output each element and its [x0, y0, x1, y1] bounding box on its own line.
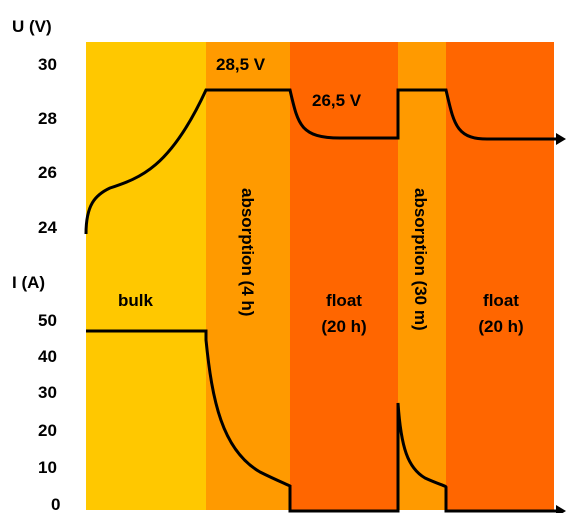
- voltage-arrow-icon: [556, 133, 566, 145]
- voltage-ticks: 30 28 26 24: [38, 55, 57, 237]
- current-axis-title: I (A): [12, 273, 45, 292]
- phase-label-float-1: float: [326, 291, 362, 310]
- phase-label-bulk: bulk: [118, 291, 153, 310]
- current-tick: 30: [38, 383, 57, 402]
- phase-label-absorption-2: absorption (30 m): [411, 188, 430, 331]
- voltage-curve: [84, 88, 556, 235]
- voltage-tick: 26: [38, 163, 57, 182]
- phase-bands: [86, 42, 554, 510]
- band-float-1: [290, 42, 398, 510]
- absorption-voltage-label: 28,5 V: [216, 55, 266, 74]
- phase-label-absorption-1: absorption (4 h): [238, 188, 257, 316]
- current-tick: 0: [51, 495, 60, 513]
- current-tick: 50: [38, 311, 57, 330]
- voltage-axis-title: U (V): [12, 17, 52, 36]
- phase-label-float-2-duration: (20 h): [478, 317, 523, 336]
- current-tick: 40: [38, 347, 57, 366]
- float-voltage-label: 26,5 V: [312, 91, 362, 110]
- voltage-tick: 30: [38, 55, 57, 74]
- current-curve: [86, 329, 556, 513]
- current-tick: 20: [38, 421, 57, 440]
- voltage-tick: 28: [38, 109, 57, 128]
- current-tick: 10: [38, 458, 57, 477]
- phase-label-float-1-duration: (20 h): [321, 317, 366, 336]
- band-bulk: [86, 42, 206, 510]
- phase-label-float-2: float: [483, 291, 519, 310]
- current-ticks: 50 40 30 20 10 0: [38, 311, 60, 513]
- voltage-tick: 24: [38, 218, 57, 237]
- band-absorption-2: [398, 42, 446, 510]
- band-float-2: [446, 42, 554, 510]
- band-absorption-1: [206, 42, 290, 510]
- current-arrow-icon: [556, 505, 566, 513]
